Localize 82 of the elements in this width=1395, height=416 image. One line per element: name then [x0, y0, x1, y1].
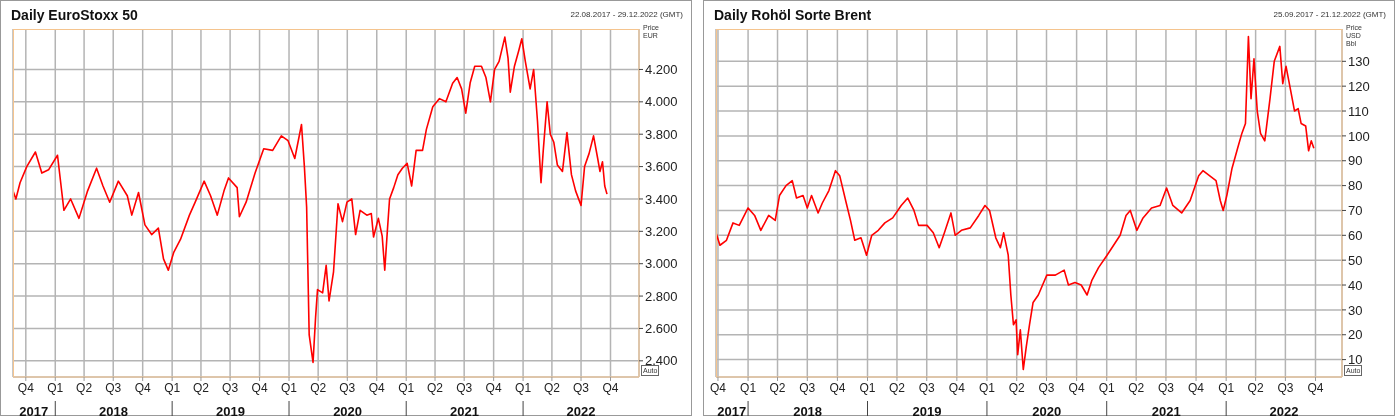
x-tick-label: Q1: [1218, 380, 1235, 395]
y-tick-label: 50: [1348, 252, 1363, 268]
x-tick-label: Q1: [515, 380, 532, 395]
x-tick-label: Q4: [368, 380, 386, 395]
y-tick-label: 3.400: [645, 191, 678, 207]
x2-tick-label: 2018: [793, 404, 823, 416]
y-tick-label: 90: [1348, 153, 1363, 169]
x-tick-label: Q3: [918, 380, 936, 395]
x-tick-label: Q1: [47, 380, 64, 395]
x-tick-label: Q4: [1188, 380, 1205, 395]
x-tick-label: Q2: [1247, 380, 1264, 395]
y-tick-label: 10: [1348, 352, 1363, 368]
y-tick-label: 3.600: [645, 159, 678, 175]
x-tick-label: Q3: [1038, 380, 1055, 395]
x-tick-label: Q3: [105, 380, 122, 395]
y-tick-label: 2.600: [645, 321, 678, 337]
x2-tick-label: 2017: [19, 404, 49, 416]
x-tick-label: Q3: [1157, 380, 1175, 395]
x-tick-label: Q2: [427, 380, 444, 395]
line-series: [13, 36, 608, 364]
x-tick-label: Q2: [1128, 380, 1145, 395]
y-tick-label: 2.800: [645, 288, 678, 304]
x-tick-label: Q1: [859, 380, 876, 395]
x-tick-label: Q1: [164, 380, 181, 395]
x-tick-label: Q1: [281, 380, 298, 395]
x-tick-label: Q3: [1277, 380, 1294, 395]
y-tick-label: 80: [1348, 178, 1363, 194]
y-tick-label: 70: [1348, 203, 1363, 219]
x-tick-label: Q4: [829, 380, 846, 395]
y-tick-label: 60: [1348, 227, 1363, 243]
x2-tick-label: 2019: [215, 404, 245, 416]
chart-title: Daily Rohöl Sorte Brent: [714, 7, 872, 23]
x-tick-label: Q2: [888, 380, 906, 395]
x-tick-label: Q1: [978, 380, 996, 395]
x2-tick-label: 2022: [566, 404, 596, 416]
x2-tick-label: 2017: [717, 404, 747, 416]
x-tick-label: Q2: [543, 380, 561, 395]
y-tick-label: 4.000: [645, 94, 678, 110]
chart-title: Daily EuroStoxx 50: [11, 7, 138, 23]
y-tick-label: 100: [1348, 128, 1370, 144]
x-tick-label: Q1: [1098, 380, 1116, 395]
x-tick-label: Q4: [1068, 380, 1085, 395]
x-tick-label: Q1: [398, 380, 415, 395]
y-tick-label: 120: [1348, 78, 1370, 94]
x-tick-label: Q2: [192, 380, 210, 395]
x2-tick-label: 2020: [333, 404, 363, 416]
y-tick-label: 4.200: [645, 62, 678, 78]
x-tick-label: Q4: [134, 380, 152, 395]
x-tick-label: Q4: [485, 380, 502, 395]
y-tick-label: 3.000: [645, 256, 678, 272]
x-tick-label: Q2: [1008, 380, 1026, 395]
x-tick-label: Q4: [17, 380, 35, 395]
text: 22.08.2017 - 29.12.2022 (GMT): [570, 10, 683, 19]
x-tick-label: Q4: [251, 380, 268, 395]
x-tick-label: Q2: [769, 380, 786, 395]
x-tick-label: Q2: [310, 380, 327, 395]
x2-tick-label: 2021: [1151, 404, 1181, 416]
x-tick-label: Q4: [1307, 380, 1324, 395]
x-tick-label: Q4: [602, 380, 619, 395]
y-tick-label: 30: [1348, 302, 1363, 318]
y-tick-label: 110: [1348, 103, 1369, 119]
y-tick-label: 20: [1348, 327, 1363, 343]
y-tick-label: 40: [1348, 277, 1363, 293]
text: 25.09.2017 - 21.12.2022 (GMT): [1273, 10, 1386, 19]
y-tick-label: 130: [1348, 53, 1370, 69]
y-tick-label: 3.800: [645, 126, 678, 142]
x2-tick-label: 2018: [99, 404, 129, 416]
x-tick-label: Q2: [76, 380, 93, 395]
y-tick-label: 3.200: [645, 223, 678, 239]
x2-tick-label: 2021: [450, 404, 479, 416]
line-series: [716, 35, 1315, 371]
x2-tick-label: 2020: [1032, 404, 1062, 416]
x2-tick-label: 2022: [1269, 404, 1299, 416]
x-tick-label: Q4: [709, 380, 727, 395]
x-tick-label: Q1: [740, 380, 757, 395]
x-tick-label: Q3: [573, 380, 590, 395]
x-tick-label: Q3: [222, 380, 239, 395]
x-tick-label: Q3: [456, 380, 473, 395]
x-tick-label: Q4: [948, 380, 966, 395]
x2-tick-label: 2019: [912, 404, 942, 416]
x-tick-label: Q3: [799, 380, 816, 395]
x-tick-label: Q3: [339, 380, 356, 395]
